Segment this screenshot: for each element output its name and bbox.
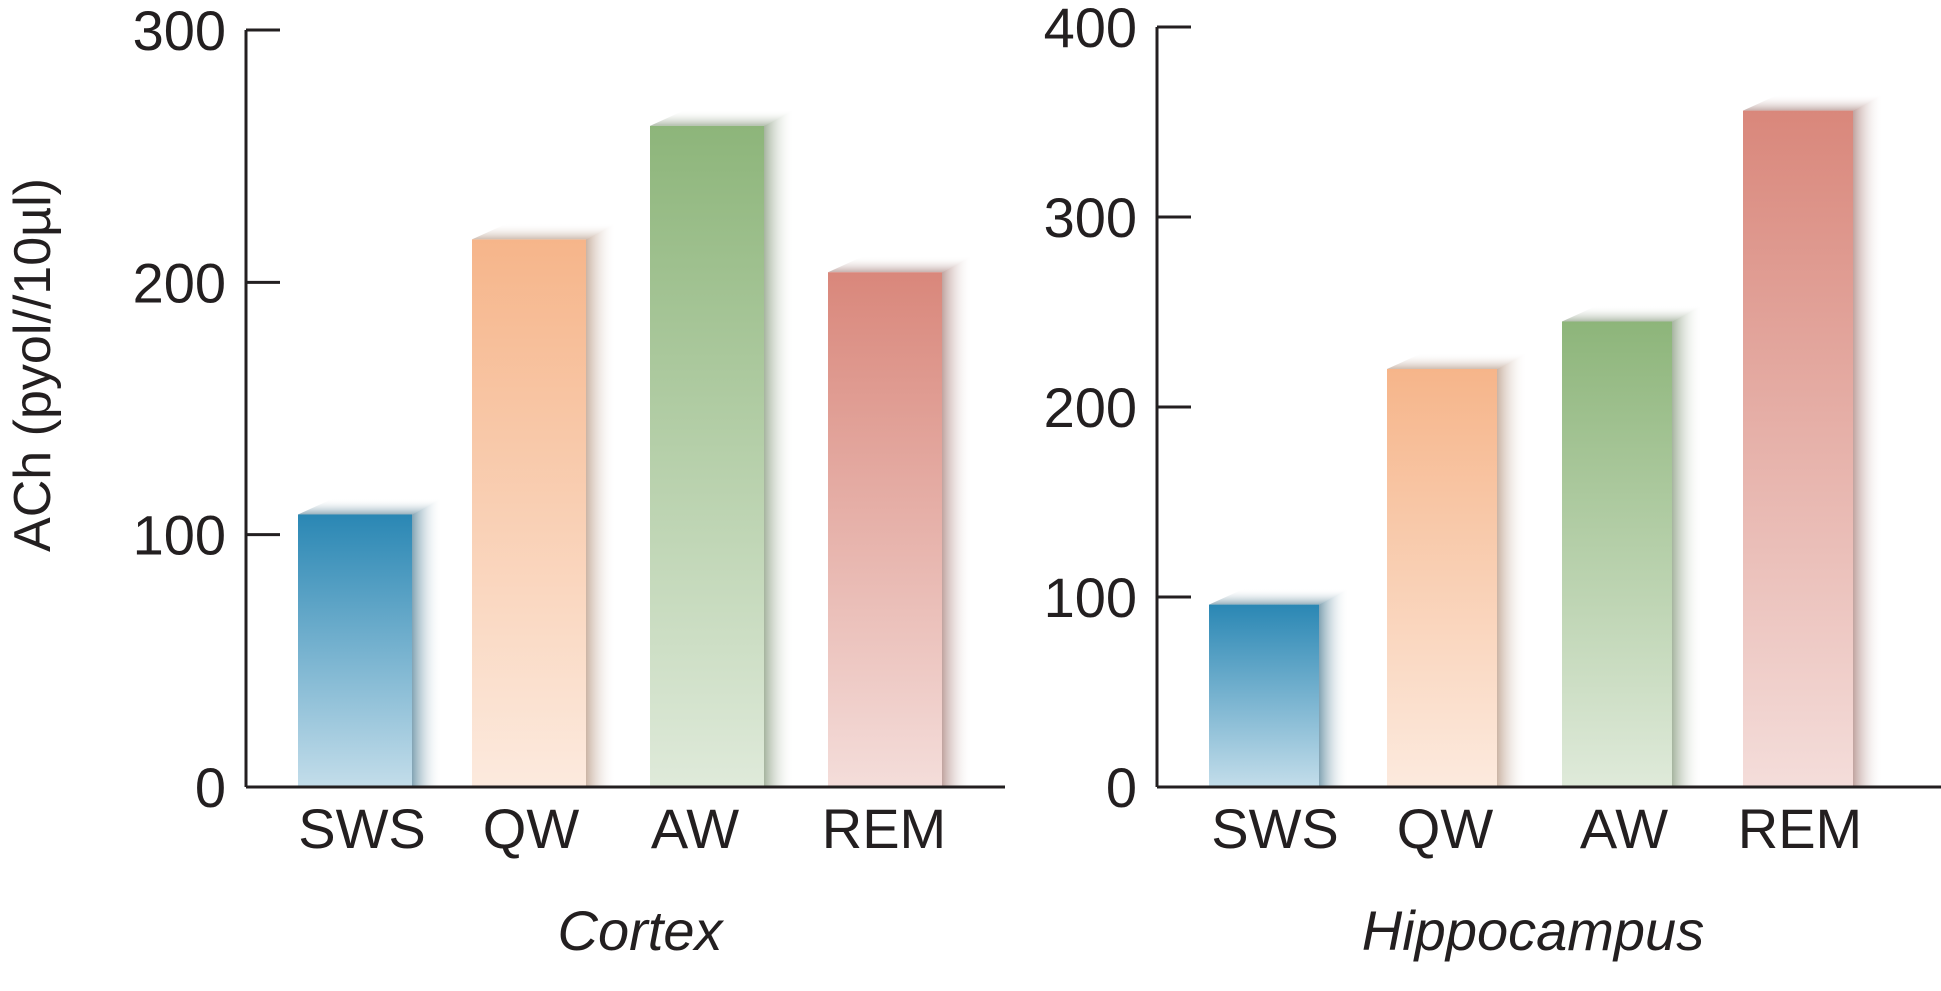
- bar-side-face: [412, 498, 442, 787]
- bar-aw: [650, 109, 794, 788]
- y-axis-title: ACh (pyol//10µl): [4, 178, 62, 552]
- bar-front-face: [1387, 369, 1497, 787]
- y-tick-label: 300: [1044, 186, 1137, 249]
- panel-title: Cortex: [558, 899, 725, 962]
- bar-top-face: [1743, 94, 1883, 111]
- bar-side-face: [1497, 353, 1527, 787]
- x-tick-label-sws: SWS: [298, 797, 426, 860]
- chart-panel-hippocampus: 0 100 200 300 400 SWS QW AW REM Hippocampus: [1044, 0, 1941, 962]
- bar-top-face: [298, 498, 442, 515]
- x-tick-label-rem: REM: [822, 797, 946, 860]
- bar-side-face: [1672, 305, 1702, 787]
- bar-front-face: [1209, 604, 1319, 787]
- bar-top-face: [1387, 353, 1527, 369]
- bar-top-face: [1562, 305, 1702, 322]
- y-tick-label: 0: [1106, 756, 1137, 819]
- bar-front-face: [1562, 321, 1672, 787]
- bar-front-face: [650, 125, 764, 788]
- y-tick-label: 200: [1044, 376, 1137, 439]
- x-tick-label-aw: AW: [651, 797, 739, 860]
- bar-sws: [1209, 588, 1349, 787]
- bar-side-face: [942, 256, 972, 787]
- bar-front-face: [1743, 110, 1853, 788]
- x-tick-label-aw: AW: [1580, 797, 1668, 860]
- bar-rem: [1743, 94, 1883, 788]
- y-tick-label: 0: [195, 756, 226, 819]
- bar-front-face: [298, 514, 412, 787]
- bar-sws: [298, 498, 442, 787]
- y-tick-label: 200: [133, 251, 226, 314]
- x-tick-label-qw: QW: [1397, 797, 1494, 860]
- bar-top-face: [828, 256, 972, 273]
- bar-side-face: [586, 223, 616, 788]
- bar-side-face: [1853, 94, 1883, 788]
- x-tick-label-sws: SWS: [1211, 797, 1339, 860]
- bar-front-face: [472, 239, 586, 788]
- bar-rem: [828, 256, 972, 787]
- bar-side-face: [764, 109, 794, 788]
- bar-top-face: [650, 109, 794, 126]
- bar-qw: [472, 223, 616, 788]
- bar-qw: [1387, 353, 1527, 787]
- y-tick-label: 100: [1044, 566, 1137, 629]
- chart-panel-cortex: 0 100 200 300 SWS QW AW REM Cortex ACh (pyol//10µ…: [4, 0, 1005, 962]
- x-tick-label-rem: REM: [1738, 797, 1862, 860]
- y-tick-label: 400: [1044, 0, 1137, 59]
- y-tick-label: 100: [133, 504, 226, 567]
- panel-title: Hippocampus: [1362, 899, 1704, 962]
- x-tick-label-qw: QW: [483, 797, 580, 860]
- bar-top-face: [1209, 588, 1349, 605]
- bar-side-face: [1319, 588, 1349, 787]
- bar-top-face: [472, 223, 616, 240]
- y-tick-label: 300: [133, 0, 226, 62]
- bar-aw: [1562, 305, 1702, 787]
- bar-front-face: [828, 272, 942, 787]
